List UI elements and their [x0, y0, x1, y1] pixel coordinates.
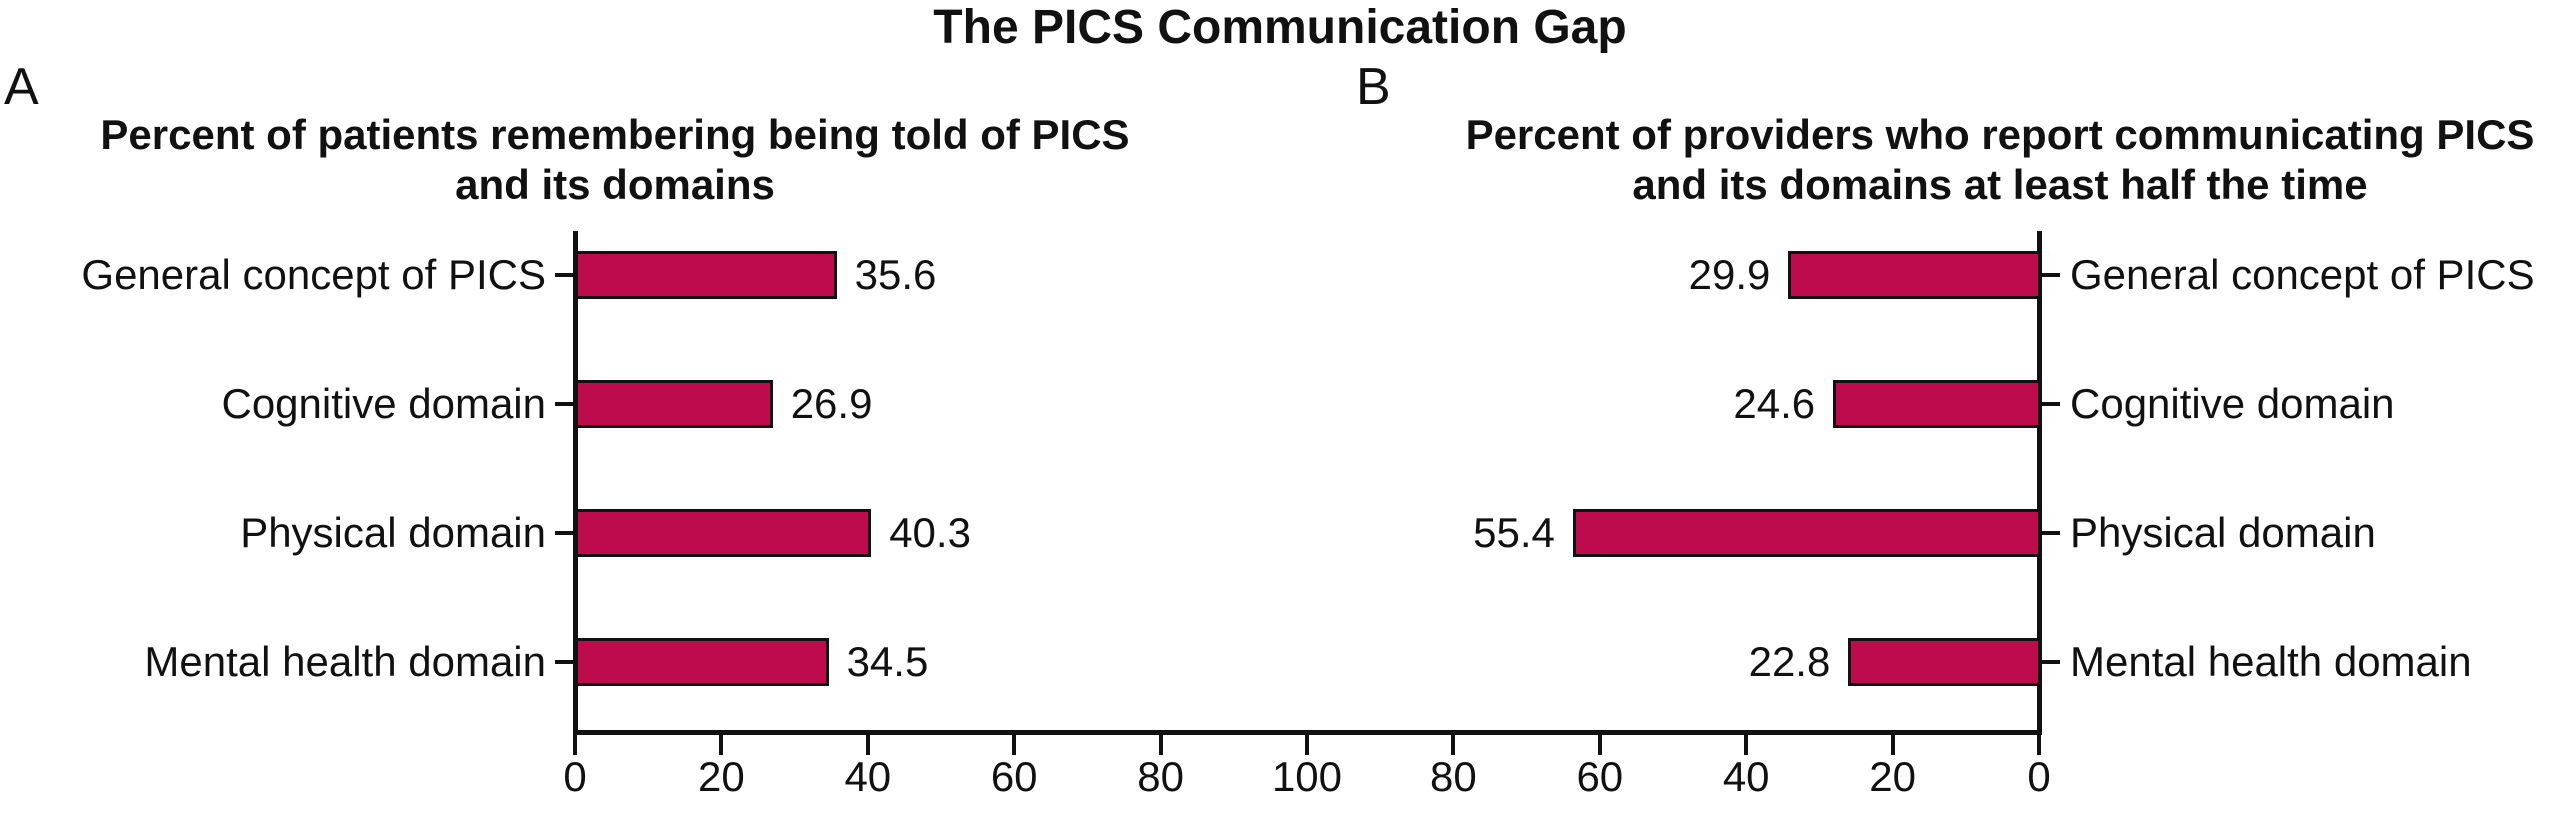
x-axis-tick [1744, 730, 1749, 755]
bar [575, 251, 837, 299]
x-tick-label: 100 [1271, 753, 1343, 800]
bar-value-label: 40.3 [889, 509, 971, 556]
category-label: Physical domain [240, 509, 546, 556]
category-label: Mental health domain [144, 638, 546, 685]
x-tick-label: 0 [563, 753, 587, 800]
bar-value-label: 24.6 [1733, 380, 1816, 427]
x-axis-tick [1012, 730, 1017, 755]
bar [575, 638, 829, 686]
x-tick-label: 60 [990, 753, 1038, 800]
bar-value-label: 22.8 [1748, 638, 1831, 685]
category-label: Mental health domain [2070, 638, 2472, 685]
bar [575, 509, 872, 557]
category-tick [555, 402, 573, 406]
bar-value-label: 35.6 [854, 251, 937, 298]
bar-value-label: 26.9 [790, 380, 873, 427]
bar [1788, 251, 2041, 299]
category-label: Cognitive domain [2070, 380, 2395, 427]
category-label: Physical domain [2070, 509, 2376, 556]
panel-b-title: Percent of providers who report communic… [1435, 110, 2560, 210]
panel-b-label: B [1356, 58, 1391, 116]
bar [1572, 509, 2041, 557]
x-tick-label: 40 [1722, 753, 1770, 800]
panel-b-title-line1: Percent of providers who report communic… [1465, 111, 2535, 158]
panel-a-title-line1: Percent of patients remembering being to… [100, 111, 1130, 158]
panel-b-title-line2: and its domains at least half the time [1632, 161, 2368, 208]
bar [1833, 380, 2041, 428]
y-axis-right [2037, 231, 2042, 735]
x-axis-tick [573, 730, 577, 755]
category-tick [2042, 402, 2060, 406]
bar-value-label: 29.9 [1688, 251, 1771, 298]
category-label: Cognitive domain [221, 380, 546, 427]
category-tick [2042, 660, 2060, 664]
category-label: General concept of PICS [81, 251, 546, 298]
x-axis-tick [2037, 730, 2041, 755]
x-axis-tick [1158, 730, 1163, 755]
figure-title: The PICS Communication Gap [933, 1, 1627, 54]
category-tick [555, 273, 573, 277]
x-axis-tick [1890, 730, 1895, 755]
bar [1848, 638, 2041, 686]
panel-a-label: A [4, 58, 39, 116]
bar-value-label: 34.5 [846, 638, 929, 685]
x-tick-label: 60 [1576, 753, 1624, 800]
x-axis-tick [865, 730, 870, 755]
category-tick [555, 660, 573, 664]
category-tick [555, 531, 573, 535]
x-tick-label: 40 [844, 753, 892, 800]
x-tick-label: 20 [698, 753, 745, 800]
category-tick [2042, 273, 2060, 277]
x-tick-label: 80 [1430, 753, 1477, 800]
x-tick-label: 0 [2027, 753, 2051, 800]
category-label: General concept of PICS [2070, 251, 2535, 298]
x-tick-label: 80 [1137, 753, 1184, 800]
panel-a-title: Percent of patients remembering being to… [55, 110, 1175, 210]
x-axis-tick [719, 730, 724, 755]
x-tick-label: 20 [1869, 753, 1916, 800]
x-axis-tick [1451, 730, 1456, 755]
category-tick [2042, 531, 2060, 535]
panel-a-title-line2: and its domains [455, 161, 775, 208]
bar-value-label: 55.4 [1473, 509, 1555, 556]
x-axis-tick [1305, 730, 1309, 755]
bar [575, 380, 773, 428]
x-axis-tick [1597, 730, 1602, 755]
y-axis-left [573, 231, 578, 735]
